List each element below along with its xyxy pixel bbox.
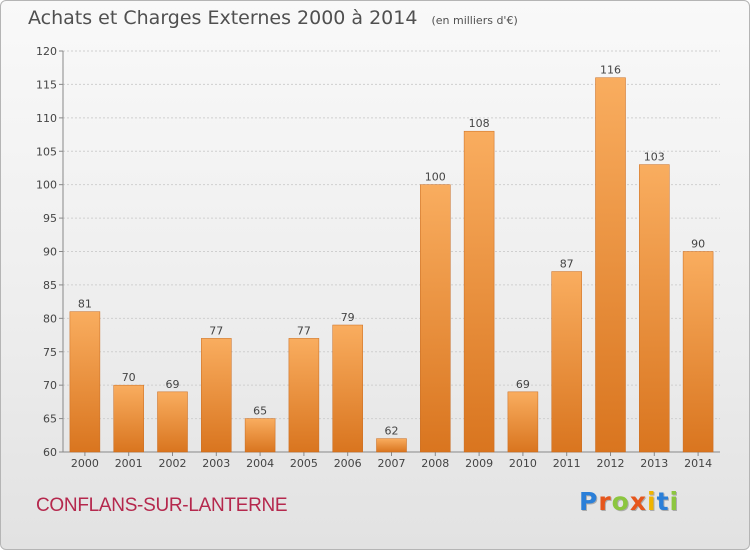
chart-unit: (en milliers d'€)	[431, 14, 518, 27]
y-tick-label: 65	[43, 413, 57, 426]
logo-letter: o	[611, 487, 630, 516]
y-tick-label: 60	[43, 446, 57, 459]
y-tick-label: 110	[36, 112, 57, 125]
bar-2009	[463, 130, 495, 453]
value-label: 116	[600, 64, 621, 77]
bar-2008	[420, 184, 451, 453]
x-tick-label: 2010	[509, 457, 537, 470]
x-tick-label: 2002	[159, 457, 187, 470]
x-tick-label: 2005	[290, 457, 318, 470]
value-label: 90	[691, 238, 705, 251]
value-label: 65	[253, 405, 267, 418]
x-tick-label: 2000	[71, 457, 99, 470]
value-label: 100	[425, 171, 446, 184]
x-tick-label: 2006	[334, 457, 362, 470]
logo-letter: i	[647, 487, 657, 516]
y-tick-label: 75	[43, 346, 57, 359]
x-tick-label: 2004	[246, 457, 274, 470]
bar-2001	[113, 384, 144, 453]
value-label: 81	[78, 298, 92, 311]
y-tick-label: 85	[43, 279, 57, 292]
logo-letter: i	[669, 487, 680, 516]
x-tick-label: 2012	[597, 457, 625, 470]
proxiti-logo: Proxiti	[579, 487, 679, 516]
bar-2000	[69, 311, 101, 453]
y-tick-label: 90	[43, 246, 57, 259]
y-tick-label: 100	[36, 179, 57, 192]
value-label: 77	[297, 324, 311, 337]
value-label: 69	[516, 378, 530, 391]
y-tick-label: 70	[43, 379, 57, 392]
bar-2012	[595, 77, 626, 453]
value-label: 62	[385, 425, 399, 438]
x-tick-label: 2009	[465, 457, 493, 470]
title-row: Achats et Charges Externes 2000 à 2014 (…	[28, 7, 518, 29]
value-label: 70	[122, 371, 136, 384]
logo-letter: t	[656, 487, 670, 516]
bar-2011	[551, 271, 582, 453]
value-label: 108	[469, 117, 490, 130]
y-tick-label: 115	[36, 78, 57, 91]
bar-2005	[288, 338, 320, 453]
bar-2003	[201, 338, 232, 453]
logo-letter: x	[629, 487, 647, 516]
bar-2002	[157, 391, 188, 453]
value-label: 79	[341, 311, 355, 324]
x-tick-label: 2007	[378, 457, 406, 470]
y-tick-label: 105	[36, 145, 57, 158]
x-tick-label: 2013	[640, 457, 668, 470]
bar-2010	[507, 391, 539, 453]
logo-letter: r	[598, 487, 612, 516]
logo-letter: P	[579, 487, 599, 516]
bar-2014	[682, 251, 714, 453]
value-label: 87	[560, 258, 574, 271]
bar-2007	[376, 438, 407, 453]
value-label: 77	[209, 324, 223, 337]
x-tick-label: 2008	[421, 457, 449, 470]
commune-name: CONFLANS-SUR-LANTERNE	[36, 495, 288, 516]
x-tick-label: 2001	[115, 457, 143, 470]
y-tick-label: 95	[43, 212, 57, 225]
bar-2013	[639, 164, 670, 453]
value-label: 69	[166, 378, 180, 391]
y-tick-label: 120	[36, 45, 57, 58]
chart-title: Achats et Charges Externes 2000 à 2014	[28, 7, 418, 29]
x-tick-label: 2011	[553, 457, 581, 470]
bar-2004	[244, 418, 276, 453]
x-tick-label: 2014	[684, 457, 712, 470]
value-label: 103	[644, 151, 665, 164]
bar-2006	[332, 324, 363, 453]
x-tick-label: 2003	[202, 457, 230, 470]
y-tick-label: 80	[43, 312, 57, 325]
